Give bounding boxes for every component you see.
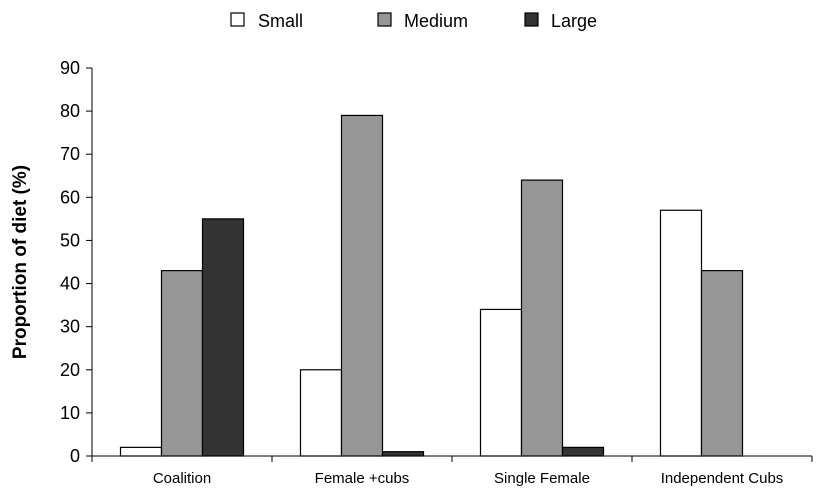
y-tick-label-0: 0 <box>70 446 80 466</box>
x-tick-label-1: Female +cubs <box>315 470 410 487</box>
bar-medium-1 <box>340 114 384 457</box>
x-axis: Coalition Female +cubs Single Female Indepe… <box>91 455 813 487</box>
legend-label-large: Large <box>551 11 597 31</box>
bar-large-1 <box>381 451 425 457</box>
legend-swatch-large <box>524 12 539 27</box>
bar-small-3 <box>659 209 703 457</box>
bar-medium-2 <box>520 179 564 457</box>
y-tick-label-60: 60 <box>60 187 80 207</box>
bar-small-1 <box>299 369 343 457</box>
legend-swatch-small <box>230 12 245 27</box>
y-tick-label-20: 20 <box>60 360 80 380</box>
y-axis: 0 10 20 30 40 50 60 70 80 90 <box>60 58 93 466</box>
y-axis-title: Proportion of diet (%) <box>10 165 31 359</box>
y-tick-label-50: 50 <box>60 230 80 250</box>
x-tick-label-3: Independent Cubs <box>661 470 784 487</box>
legend-label-medium: Medium <box>404 11 468 31</box>
legend-label-small: Small <box>258 11 303 31</box>
bar-large-2 <box>561 446 605 457</box>
y-tick-label-80: 80 <box>60 101 80 121</box>
bar-large-0 <box>201 218 245 457</box>
legend: Small Medium Large <box>230 11 597 31</box>
y-tick-label-10: 10 <box>60 403 80 423</box>
x-tick-label-0: Coalition <box>153 470 211 487</box>
y-tick-label-90: 90 <box>60 58 80 78</box>
y-tick-label-40: 40 <box>60 274 80 294</box>
legend-swatch-medium <box>377 12 392 27</box>
bars <box>119 114 744 457</box>
bar-medium-0 <box>160 270 204 457</box>
x-tick-label-2: Single Female <box>494 470 590 487</box>
y-tick-label-70: 70 <box>60 144 80 164</box>
bar-small-0 <box>119 446 163 457</box>
y-tick-label-30: 30 <box>60 317 80 337</box>
bar-small-2 <box>479 308 523 457</box>
bar-medium-3 <box>700 270 744 457</box>
